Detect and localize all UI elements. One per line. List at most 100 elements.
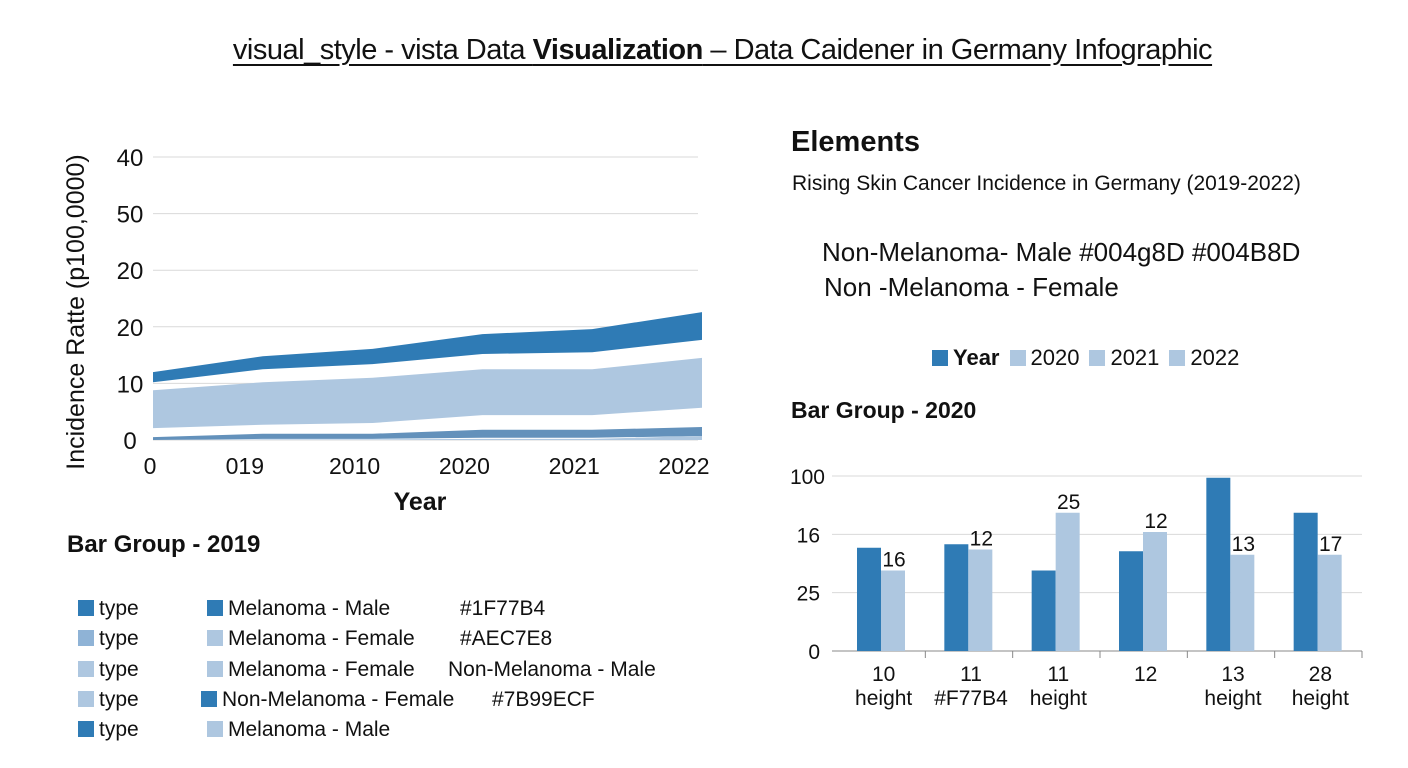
y-tick-label: 50 (117, 202, 144, 229)
bar (857, 547, 881, 651)
legend-row: type Melanoma - Male (78, 718, 448, 742)
x-tick-label: 2020 (439, 453, 490, 479)
elements-heading: Elements (791, 126, 920, 158)
legend-swatch (78, 630, 94, 647)
x-tick-label: 019 (226, 453, 264, 479)
data-label: 13 (1232, 533, 1255, 556)
legend-swatch (207, 660, 223, 677)
legend-type-label: type (99, 627, 139, 651)
x-tick-label: 12 (1134, 663, 1157, 686)
bar (1293, 512, 1318, 651)
legend-type-label: type (99, 718, 139, 742)
bar (1055, 512, 1080, 651)
legend-swatch (78, 660, 94, 677)
y-tick-label: 25 (797, 583, 820, 606)
bar-group-2020-heading: Bar Group - 2020 (791, 397, 977, 423)
x-tick-label: height (1204, 687, 1261, 710)
bar (1143, 532, 1167, 651)
legend-swatch (201, 690, 217, 707)
y-tick-label: 0 (808, 641, 820, 664)
legend-extra-label: Non-Melanoma - Male (448, 657, 656, 681)
x-tick-label: 0 (144, 453, 157, 479)
data-label: 25 (1057, 491, 1080, 514)
year-legend: Year 2020 2021 2022 (932, 345, 1249, 371)
subtitle: Rising Skin Cancer Incidence in Germany … (792, 172, 1301, 195)
y-axis-label: Incidence Ratte (p100,0000) (62, 154, 90, 470)
legend-row: type Melanoma - Male #1F77B4 (78, 597, 545, 621)
legend-swatch (932, 350, 948, 366)
x-tick-label: height (1292, 687, 1349, 710)
year-legend-item: Year (932, 345, 1000, 370)
x-tick-label: height (855, 687, 912, 710)
year-legend-label: 2021 (1110, 345, 1160, 370)
data-label: 12 (1144, 510, 1167, 533)
y-tick-label: 100 (790, 466, 825, 489)
bar-group-2019-heading: Bar Group - 2019 (67, 531, 261, 558)
bar (1031, 570, 1056, 651)
note-line-2: Non -Melanoma - Female (824, 272, 1119, 302)
x-tick-label: 2022 (658, 453, 709, 479)
note-line-1: Non-Melanoma- Male #004g8D #004B8D (822, 237, 1301, 267)
bar (968, 549, 993, 651)
legend-series-label: Melanoma - Female (228, 657, 415, 681)
x-tick-label: 10 (872, 663, 895, 686)
legend-extra-label: #1F77B4 (460, 597, 546, 620)
bar (1119, 551, 1143, 651)
x-tick-label: 11 (960, 663, 982, 686)
x-tick-label: 2010 (329, 453, 380, 479)
year-legend-label: Year (953, 345, 1000, 370)
y-tick-label: 10 (117, 371, 144, 398)
area-band (153, 426, 702, 440)
area-band (153, 312, 702, 383)
year-legend-item: 2022 (1169, 345, 1239, 370)
legend-extra-label: #AEC7E8 (460, 627, 553, 651)
legend-series-label: Melanoma - Male (228, 597, 391, 620)
y-tick-label: 0 (123, 428, 136, 455)
legend-type-label: type (99, 687, 139, 711)
y-tick-label: 40 (117, 145, 144, 172)
data-label: 17 (1319, 533, 1342, 556)
legend-row: type Non-Melanoma - Female #7B99ECF (78, 688, 595, 712)
legend-row: type Melanoma - Female Non-Melanoma - Male (78, 658, 656, 682)
bar (1206, 477, 1231, 651)
x-tick-label: 11 (1047, 663, 1069, 686)
year-legend-label: 2022 (1190, 345, 1240, 370)
legend-swatch (207, 721, 223, 738)
page-title: visual_style - vista Data Visualization … (232, 34, 1213, 66)
bar (944, 544, 969, 651)
y-tick-label: 16 (797, 524, 820, 547)
legend-extra-label: #7B99ECF (492, 687, 595, 711)
legend-series-label: Non-Melanoma - Female (222, 687, 455, 711)
legend-series-label: Melanoma - Male (228, 718, 391, 742)
x-tick-label: #F77B4 (934, 687, 1008, 710)
x-tick-label: height (1030, 687, 1087, 710)
area-band (153, 436, 702, 440)
x-axis-label: Year (394, 488, 447, 516)
legend-swatch (1169, 350, 1186, 366)
bar (1317, 554, 1342, 651)
bar (1230, 554, 1255, 651)
legend-type-label: type (99, 657, 139, 681)
legend-type-label: type (99, 597, 139, 620)
legend-swatch (78, 600, 94, 616)
year-legend-item: 2021 (1089, 345, 1159, 370)
x-tick-label: 2021 (549, 453, 600, 479)
year-legend-label: 2020 (1030, 345, 1080, 370)
x-tick-label: 28 (1309, 663, 1332, 686)
legend-swatch (1009, 350, 1026, 366)
legend-swatch (207, 630, 223, 647)
legend-swatch (1089, 350, 1106, 366)
data-label: 12 (970, 528, 993, 551)
legend-series-label: Melanoma - Female (228, 627, 415, 651)
bar (881, 570, 905, 651)
area-band (153, 357, 702, 429)
legend-swatch (78, 721, 94, 738)
y-tick-label: 20 (117, 258, 144, 285)
legend-swatch (207, 600, 223, 616)
y-tick-label: 20 (117, 315, 144, 342)
data-label: 16 (882, 549, 905, 572)
legend-row: type Melanoma - Female #AEC7E8 (78, 627, 552, 651)
year-legend-item: 2020 (1009, 345, 1080, 370)
